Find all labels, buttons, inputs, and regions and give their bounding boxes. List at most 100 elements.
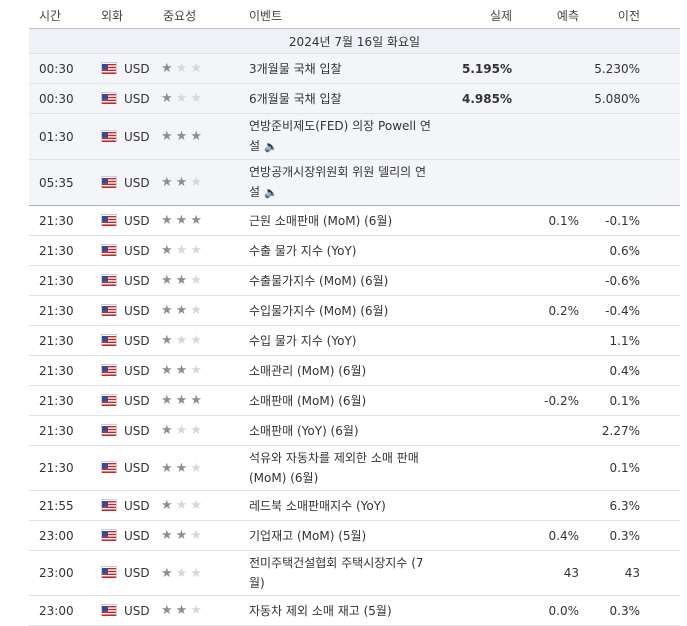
event-forecast [512, 325, 579, 356]
event-time: 23:00 [29, 595, 95, 626]
event-name-text[interactable]: 연방준비제도(FED) 의장 Powell 연설 [249, 119, 431, 153]
event-row[interactable]: 21:30 USD ★★★ 소매판매 (MoM) (6월) -0.2% 0.1% [29, 385, 680, 416]
event-name-text[interactable]: 수출 물가 지수 (YoY) [249, 243, 357, 258]
star-icon: ★ [175, 460, 191, 476]
event-name[interactable]: 소매판매 (MoM) (6월) [249, 385, 431, 416]
event-row[interactable]: 21:30 USD ★★★ 석유와 자동차를 제외한 소매 판매 (MoM) (6월)… [29, 445, 680, 491]
event-row[interactable]: 21:30 USD ★★★ 소매관리 (MoM) (6월) 0.4% [29, 355, 680, 386]
header-actual: 실제 [431, 2, 512, 29]
star-icon: ★ [175, 91, 191, 106]
currency-code: USD [124, 175, 150, 190]
importance-stars: ★★★ [161, 415, 249, 446]
us-flag-icon [101, 423, 117, 436]
event-time: 21:30 [29, 385, 95, 416]
event-name-text[interactable]: 연방공개시장위원회 위원 델리의 연설 [249, 165, 427, 199]
event-currency: USD [95, 355, 161, 386]
event-previous: 0.1% [579, 385, 680, 416]
event-time: 23:00 [29, 550, 95, 596]
event-name-text[interactable]: 3개월물 국채 입찰 [249, 61, 342, 76]
currency-code: USD [124, 498, 150, 513]
event-name[interactable]: 수출물가지수 (MoM) (6월) [249, 265, 431, 296]
importance-stars: ★★★ [161, 520, 249, 551]
star-icon: ★ [175, 243, 191, 258]
event-row[interactable]: 21:30 USD ★★★ 근원 소매판매 (MoM) (6월) 0.1% -0.1% [29, 205, 680, 236]
event-row[interactable]: 00:30 USD ★★★ 3개월물 국채 입찰 5.195% 5.230% [29, 53, 680, 84]
event-row[interactable]: 21:30 USD ★★★ 수입물가지수 (MoM) (6월) 0.2% -0.4% [29, 295, 680, 326]
event-previous [579, 113, 680, 160]
event-name-text[interactable]: 6개월물 국채 입찰 [249, 91, 342, 106]
event-name-text[interactable]: 소매판매 (MoM) (6월) [249, 393, 367, 408]
event-name[interactable]: 자동차 제외 소매 재고 (5월) [249, 595, 431, 626]
event-row[interactable]: 21:30 USD ★★★ 수출 물가 지수 (YoY) 0.6% [29, 235, 680, 266]
event-name[interactable]: 소매판매 (YoY) (6월) [249, 415, 431, 446]
importance-stars: ★★★ [161, 235, 249, 266]
event-name-text[interactable]: 자동차 제외 소매 재고 (5월) [249, 603, 392, 618]
economic-calendar: 시간 외화 중요성 이벤트 실제 예측 이전 2024년 7월 16일 화요일 … [29, 2, 680, 626]
event-currency: USD [95, 595, 161, 626]
event-name[interactable]: 기업재고 (MoM) (5월) [249, 520, 431, 551]
event-row[interactable]: 00:30 USD ★★★ 6개월물 국채 입찰 4.985% 5.080% [29, 83, 680, 114]
event-name-text[interactable]: 수입 물가 지수 (YoY) [249, 333, 357, 348]
us-flag-icon [101, 243, 117, 256]
us-flag-icon [101, 363, 117, 376]
event-actual [431, 520, 512, 551]
event-name[interactable]: 석유와 자동차를 제외한 소매 판매 (MoM) (6월) [249, 445, 431, 491]
event-name-text[interactable]: 소매관리 (MoM) (6월) [249, 363, 367, 378]
event-row[interactable]: 05:35 USD ★★★ 연방공개시장위원회 위원 델리의 연설 🔈 [29, 159, 680, 206]
star-icon: ★ [190, 175, 205, 190]
event-row[interactable]: 21:30 USD ★★★ 소매판매 (YoY) (6월) 2.27% [29, 415, 680, 446]
star-icon: ★ [190, 393, 205, 408]
event-row[interactable]: 23:00 USD ★★★ 자동차 제외 소매 재고 (5월) 0.0% 0.3% [29, 595, 680, 626]
event-forecast [512, 113, 579, 160]
event-time: 00:30 [29, 53, 95, 84]
event-name[interactable]: 수입 물가 지수 (YoY) [249, 325, 431, 356]
star-icon: ★ [190, 129, 205, 144]
importance-stars: ★★★ [161, 53, 249, 84]
star-icon: ★ [161, 213, 176, 228]
us-flag-icon [101, 566, 117, 578]
event-currency: USD [95, 83, 161, 114]
event-name-text[interactable]: 수입물가지수 (MoM) (6월) [249, 303, 389, 318]
event-name[interactable]: 연방준비제도(FED) 의장 Powell 연설 🔈 [249, 113, 431, 160]
event-row[interactable]: 21:30 USD ★★★ 수출물가지수 (MoM) (6월) -0.6% [29, 265, 680, 296]
event-name[interactable]: 연방공개시장위원회 위원 델리의 연설 🔈 [249, 159, 431, 206]
importance-stars: ★★★ [161, 445, 249, 491]
us-flag-icon [101, 213, 117, 226]
currency-code: USD [124, 243, 150, 258]
event-name-text[interactable]: 석유와 자동차를 제외한 소매 판매 (MoM) (6월) [249, 451, 419, 485]
event-forecast [512, 159, 579, 206]
star-icon: ★ [190, 528, 205, 543]
star-icon: ★ [190, 363, 205, 378]
event-currency: USD [95, 325, 161, 356]
event-row[interactable]: 01:30 USD ★★★ 연방준비제도(FED) 의장 Powell 연설 🔈 [29, 113, 680, 160]
event-row[interactable]: 23:00 USD ★★★ 전미주택건설협회 주택시장지수 (7월) 43 43 [29, 550, 680, 596]
event-name[interactable]: 수출 물가 지수 (YoY) [249, 235, 431, 266]
event-name-text[interactable]: 전미주택건설협회 주택시장지수 (7월) [249, 556, 424, 590]
event-name[interactable]: 근원 소매판매 (MoM) (6월) [249, 205, 431, 236]
event-name[interactable]: 6개월물 국채 입찰 [249, 83, 431, 114]
event-row[interactable]: 21:55 USD ★★★ 레드북 소매판매지수 (YoY) 6.3% [29, 490, 680, 521]
star-icon: ★ [190, 603, 205, 618]
event-name-text[interactable]: 수출물가지수 (MoM) (6월) [249, 273, 389, 288]
event-row[interactable]: 23:00 USD ★★★ 기업재고 (MoM) (5월) 0.4% 0.3% [29, 520, 680, 551]
event-name-text[interactable]: 근원 소매판매 (MoM) (6월) [249, 213, 393, 228]
star-icon: ★ [175, 175, 191, 190]
event-row[interactable]: 21:30 USD ★★★ 수입 물가 지수 (YoY) 1.1% [29, 325, 680, 356]
us-flag-icon [101, 333, 117, 346]
us-flag-icon [101, 528, 117, 541]
event-name[interactable]: 전미주택건설협회 주택시장지수 (7월) [249, 550, 431, 596]
event-name-text[interactable]: 소매판매 (YoY) (6월) [249, 423, 359, 438]
event-name[interactable]: 3개월물 국채 입찰 [249, 53, 431, 84]
event-forecast [512, 235, 579, 266]
event-name-text[interactable]: 기업재고 (MoM) (5월) [249, 528, 367, 543]
event-currency: USD [95, 235, 161, 266]
currency-code: USD [124, 303, 150, 318]
us-flag-icon [101, 175, 117, 188]
star-icon: ★ [190, 303, 205, 318]
star-icon: ★ [175, 333, 191, 348]
event-name-text[interactable]: 레드북 소매판매지수 (YoY) [249, 498, 386, 513]
event-forecast [512, 83, 579, 114]
event-name[interactable]: 소매관리 (MoM) (6월) [249, 355, 431, 386]
event-name[interactable]: 레드북 소매판매지수 (YoY) [249, 490, 431, 521]
event-name[interactable]: 수입물가지수 (MoM) (6월) [249, 295, 431, 326]
